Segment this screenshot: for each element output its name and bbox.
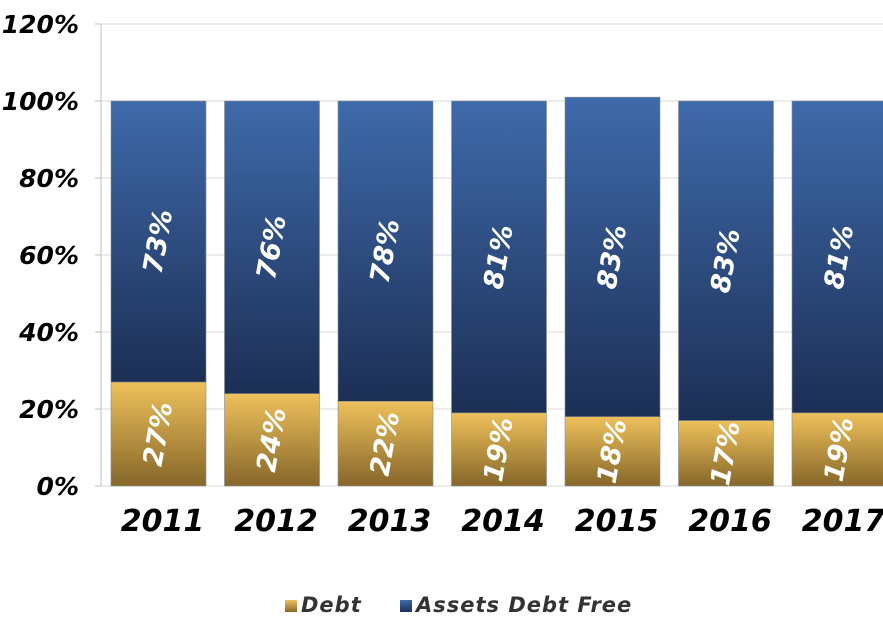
legend-swatch-assets-debt-free	[400, 600, 412, 612]
x-tick-label: 2017	[802, 504, 883, 539]
x-tick-label: 2011	[121, 504, 205, 539]
bar-debt	[791, 412, 883, 487]
y-axis: 0% 20% 40% 60% 80% 100% 120%	[2, 10, 102, 501]
bars: 27%73%24%76%22%78%19%81%18%83%17%83%19%8…	[110, 96, 883, 488]
y-tick-label: 40%	[18, 318, 79, 347]
bar-debt	[678, 420, 774, 487]
x-tick-label: 2012	[234, 504, 318, 539]
bar-debt	[564, 416, 661, 487]
bar-debt	[337, 400, 434, 487]
y-tick-label: 60%	[19, 241, 79, 270]
legend: Debt Assets Debt Free	[285, 593, 632, 617]
x-tick-label: 2014	[461, 504, 545, 539]
y-tick-label: 20%	[19, 395, 79, 424]
x-tick-label: 2015	[575, 504, 659, 539]
bar-assets-debt-free	[564, 96, 661, 417]
y-tick-label: 0%	[37, 472, 79, 501]
bar-debt	[224, 393, 320, 487]
bar-assets-debt-free	[791, 100, 883, 414]
x-axis: 2011 2012 2013 2014 2015 2016 2017	[121, 504, 883, 539]
legend-label-assets-debt-free: Assets Debt Free	[414, 593, 632, 617]
bar-assets-debt-free	[110, 100, 207, 383]
y-tick-label: 120%	[2, 10, 79, 39]
x-tick-label: 2013	[348, 504, 432, 539]
y-tick-label: 100%	[2, 87, 79, 116]
bar-assets-debt-free	[224, 100, 320, 394]
legend-swatch-debt	[285, 600, 297, 612]
bar-debt	[451, 412, 547, 487]
bar-debt	[110, 381, 207, 487]
bar-assets-debt-free	[678, 100, 774, 421]
y-tick-label: 80%	[19, 164, 79, 193]
bar-assets-debt-free	[337, 100, 434, 402]
x-tick-label: 2016	[688, 504, 772, 539]
bar-assets-debt-free	[451, 100, 547, 414]
legend-label-debt: Debt	[301, 593, 362, 617]
